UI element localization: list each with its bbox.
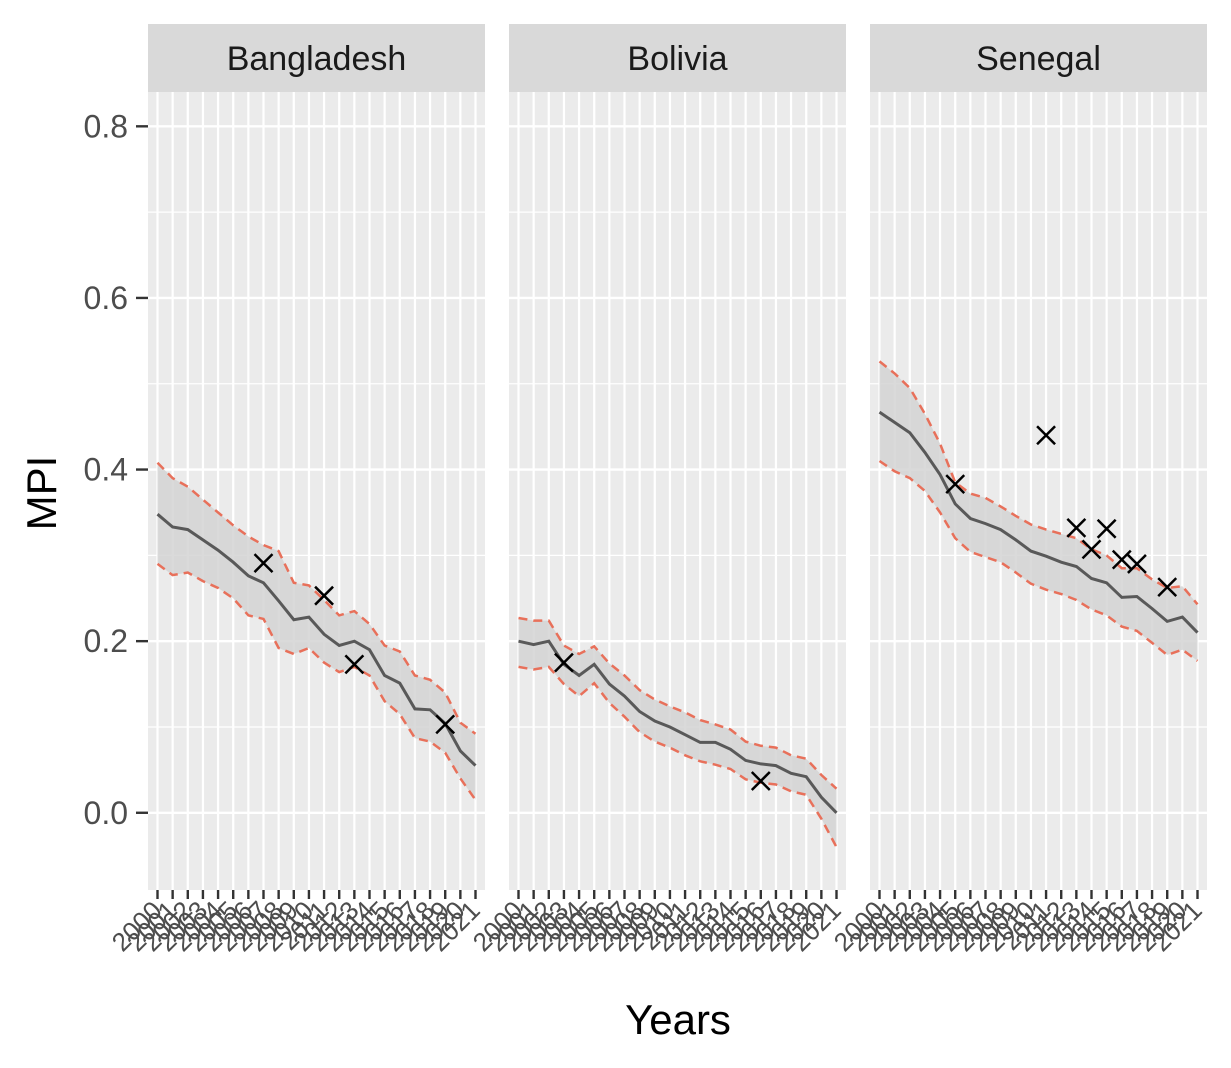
point-stroke <box>945 474 966 495</box>
observed-point <box>1081 539 1102 560</box>
panel-background <box>148 92 485 890</box>
point-stroke <box>344 654 365 675</box>
panel-senegal: Senegal200020012002200320042005200620072… <box>828 24 1208 957</box>
observed-point <box>1096 518 1117 539</box>
point-stroke <box>750 771 771 791</box>
observed-point <box>554 652 574 673</box>
panel-bolivia: Bolivia200020012002200320042005200620072… <box>467 24 847 957</box>
observed-point <box>435 714 456 735</box>
facet-strip <box>148 24 485 92</box>
estimate-line <box>156 513 477 767</box>
observed-point <box>1111 549 1132 570</box>
upper-bound-line <box>156 461 477 735</box>
confidence-band <box>157 462 476 800</box>
estimate-line <box>878 410 1199 634</box>
point-stroke <box>314 585 334 606</box>
facet-strip <box>509 24 846 92</box>
facet-strip-label: Bolivia <box>627 40 727 78</box>
observed-point <box>750 771 771 791</box>
y-tick-label: 0.4 <box>84 452 128 488</box>
confidence-band <box>879 361 1198 661</box>
facet-strip-label: Senegal <box>976 40 1101 78</box>
upper-bound-line <box>518 616 838 790</box>
x-axis-title: Years <box>625 996 731 1043</box>
panel-bangladesh: Bangladesh200020012002200320042005200620… <box>106 24 486 957</box>
lower-bound-line <box>156 562 477 801</box>
y-tick-label: 0.2 <box>84 623 128 659</box>
lower-bound-line <box>518 665 838 848</box>
point-stroke <box>253 553 274 573</box>
facet-strip <box>870 24 1207 92</box>
point-stroke <box>1111 549 1132 570</box>
observed-point <box>1036 425 1056 446</box>
observed-point <box>314 585 334 606</box>
facet-strip-label: Bangladesh <box>227 40 407 78</box>
y-tick-label: 0.8 <box>84 108 128 144</box>
chart-panels: Bangladesh200020012002200320042005200620… <box>106 24 1208 957</box>
y-axis: 0.0 0.2 0.4 0.6 0.8 <box>84 108 148 831</box>
point-stroke <box>1157 577 1178 597</box>
point-stroke <box>1096 518 1117 539</box>
observed-point <box>344 654 365 675</box>
y-tick-label: 0.6 <box>84 280 128 316</box>
upper-bound-line <box>878 360 1199 606</box>
point-stroke <box>435 714 456 735</box>
observed-point <box>253 553 274 573</box>
observed-point <box>1157 577 1178 597</box>
point-stroke <box>1127 554 1147 574</box>
observed-point <box>945 474 966 495</box>
observed-point <box>1127 554 1147 574</box>
point-stroke <box>1036 425 1056 446</box>
lower-bound-line <box>878 459 1199 662</box>
y-tick-label: 0.0 <box>84 795 128 831</box>
confidence-band <box>518 618 837 848</box>
y-axis-title: MPI <box>18 456 65 531</box>
point-stroke <box>1066 518 1087 538</box>
observed-point <box>1066 518 1087 538</box>
point-stroke <box>554 652 574 673</box>
point-stroke <box>1081 539 1102 560</box>
